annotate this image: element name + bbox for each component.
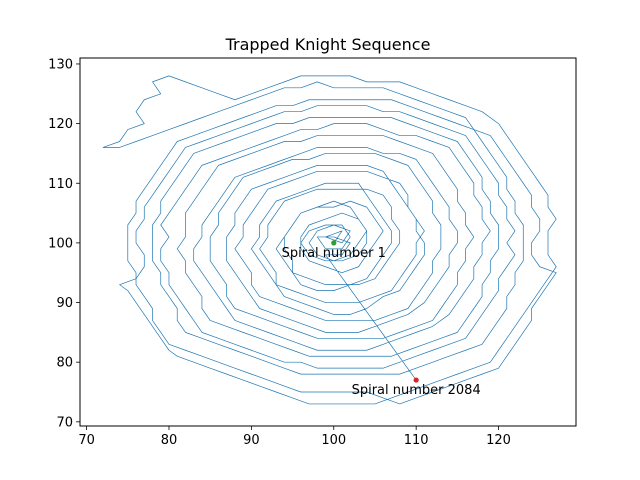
annotation-0: Spiral number 1 — [282, 246, 386, 261]
x-tick-label: 80 — [161, 433, 178, 448]
chart-title: Trapped Knight Sequence — [225, 35, 431, 54]
plot-area: Spiral number 1 Spiral number 2084 70 80 90 1… — [48, 57, 577, 448]
y-tick-label: 80 — [56, 356, 73, 371]
annotation-1: Spiral number 2084 — [352, 383, 481, 398]
start-marker — [331, 240, 337, 246]
axes-frame — [79, 57, 577, 427]
x-tick-label: 90 — [243, 433, 260, 448]
y-tick-label: 110 — [48, 177, 73, 192]
y-tick-label: 100 — [48, 236, 73, 251]
x-tick-label: 70 — [78, 433, 95, 448]
x-tick-label: 120 — [486, 433, 511, 448]
end-marker — [413, 377, 419, 383]
x-tick-label: 100 — [321, 433, 346, 448]
series-line-0 — [102, 75, 557, 405]
y-tick-label: 70 — [56, 415, 73, 430]
x-tick-label: 110 — [404, 433, 429, 448]
y-tick-label: 130 — [48, 57, 73, 72]
y-tick-label: 120 — [48, 117, 73, 132]
y-tick-label: 90 — [56, 296, 73, 311]
